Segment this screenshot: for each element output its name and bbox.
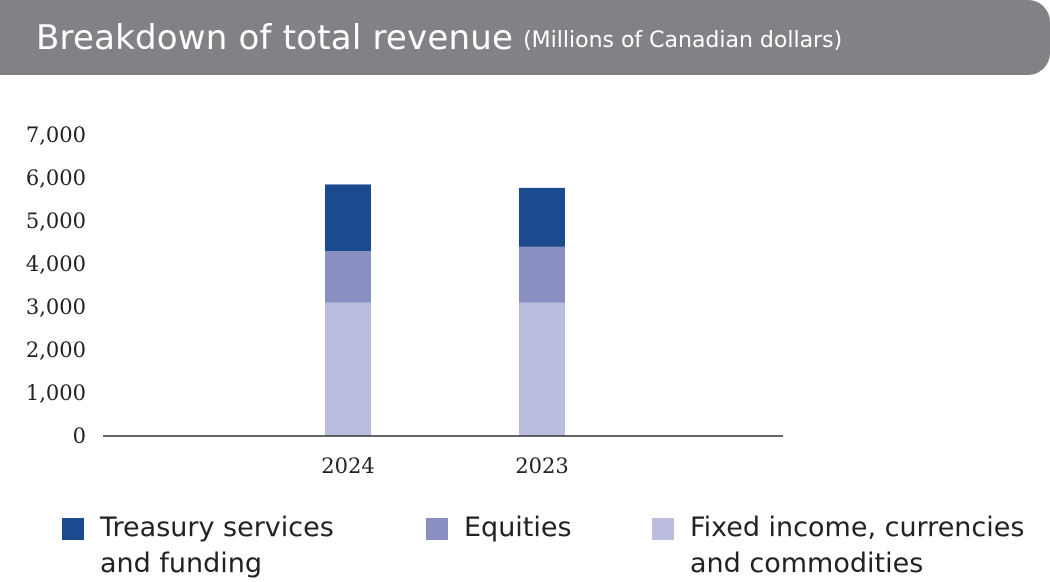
legend-item-treasury: Treasury services and funding: [62, 510, 334, 582]
legend-label-fixed-income-line2: and commodities: [690, 548, 924, 579]
bar-segment-equities-2024: [325, 251, 371, 303]
chart-header: Breakdown of total revenue (Millions of …: [0, 0, 1050, 75]
legend-item-fixed-income: Fixed income, currencies and commodities: [652, 510, 1024, 582]
stacked-bar-chart: 0 1,000 2,000 3,000 4,000 5,000 6,000 7,000 202…: [26, 123, 783, 478]
legend-item-equities: Equities: [426, 510, 572, 546]
legend-swatch-fixed-income: [652, 518, 674, 540]
chart-title: Breakdown of total revenue: [36, 17, 514, 58]
legend-label-equities-line1: Equities: [464, 512, 572, 543]
y-tick-label: 4,000: [26, 252, 86, 276]
legend-label-fixed-income-line1: Fixed income, currencies: [690, 512, 1025, 543]
bar-segment-treasury-2023: [519, 187, 565, 247]
legend-label-treasury: Treasury services and funding: [100, 510, 334, 582]
y-tick-label: 2,000: [26, 338, 86, 362]
legend-swatch-treasury: [62, 518, 84, 540]
legend-label-equities: Equities: [464, 510, 572, 546]
y-tick-label: 6,000: [26, 166, 86, 190]
chart-subtitle: (Millions of Canadian dollars): [523, 28, 843, 53]
y-tick-label: 1,000: [26, 381, 86, 405]
y-axis-tick-labels: 0 1,000 2,000 3,000 4,000 5,000 6,000 7,000: [26, 123, 86, 448]
x-tick-label-2023: 2023: [515, 454, 568, 478]
bar-segment-treasury-2024: [325, 184, 371, 252]
legend-label-fixed-income: Fixed income, currencies and commodities: [690, 510, 1024, 582]
y-tick-label: 7,000: [26, 123, 86, 147]
bar-segment-fixed-income-2023: [519, 302, 565, 436]
y-tick-label: 5,000: [26, 209, 86, 233]
legend-swatch-equities: [426, 518, 448, 540]
y-tick-label: 0: [73, 424, 86, 448]
bar-segment-fixed-income-2024: [325, 302, 371, 436]
bar-segment-equities-2023: [519, 246, 565, 303]
y-tick-label: 3,000: [26, 295, 86, 319]
x-axis-tick-labels: 2024 2023: [321, 454, 568, 478]
bar-stacks: [325, 184, 565, 436]
legend-label-treasury-line1: Treasury services: [100, 512, 334, 543]
x-tick-label-2024: 2024: [321, 454, 374, 478]
chart-legend: Treasury services and funding Equities F…: [0, 510, 1050, 582]
legend-label-treasury-line2: and funding: [100, 548, 262, 579]
